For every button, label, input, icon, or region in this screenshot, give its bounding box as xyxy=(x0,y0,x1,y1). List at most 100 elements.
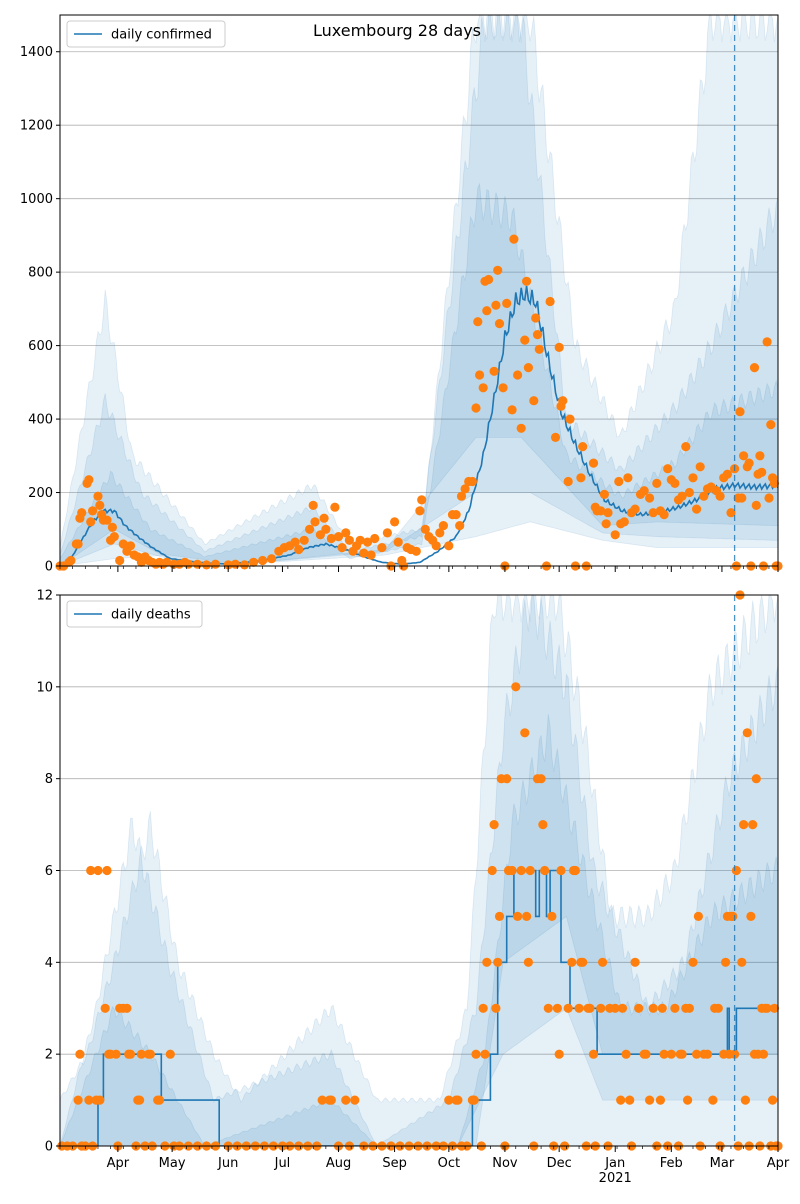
x-tick-label: Jan xyxy=(604,1156,625,1171)
data-point xyxy=(444,1095,454,1105)
data-point xyxy=(319,513,329,523)
uncertainty-band xyxy=(60,713,778,1146)
data-point xyxy=(688,473,698,483)
data-point xyxy=(693,911,704,922)
data-point xyxy=(478,1003,488,1013)
data-point xyxy=(550,432,561,442)
data-point xyxy=(201,560,212,570)
data-point xyxy=(523,363,534,373)
data-point xyxy=(692,504,702,514)
data-point xyxy=(308,500,318,510)
data-point xyxy=(435,528,445,538)
data-point xyxy=(585,1003,595,1013)
data-point xyxy=(494,911,505,922)
y-tick-label: 4 xyxy=(45,956,53,971)
data-point xyxy=(520,335,530,345)
data-point xyxy=(491,300,501,310)
data-point xyxy=(617,1003,628,1013)
data-point xyxy=(648,1003,658,1013)
data-point xyxy=(377,543,387,553)
data-point xyxy=(554,342,564,352)
data-point xyxy=(516,865,526,876)
data-point xyxy=(75,1049,85,1059)
data-point xyxy=(578,442,588,452)
data-point xyxy=(390,517,400,527)
data-point xyxy=(453,1095,463,1105)
y-tick-label: 8 xyxy=(45,772,53,787)
data-point xyxy=(507,405,517,415)
legend: daily deaths xyxy=(66,600,203,628)
data-point xyxy=(543,1003,553,1013)
data-point xyxy=(239,560,250,570)
data-point xyxy=(630,957,640,967)
data-point xyxy=(574,1003,584,1013)
data-point xyxy=(563,1003,573,1013)
data-point xyxy=(683,1095,693,1105)
data-point xyxy=(88,506,98,516)
legend: daily confirmed xyxy=(66,20,226,48)
data-point xyxy=(317,1095,327,1105)
data-point xyxy=(655,1095,666,1105)
data-point xyxy=(330,502,340,512)
data-point xyxy=(498,383,508,393)
data-point xyxy=(102,515,112,525)
data-point xyxy=(532,330,543,340)
x-tick-label: Apr xyxy=(107,1156,130,1171)
data-point xyxy=(267,554,277,564)
x-tick-label: Nov xyxy=(492,1156,518,1171)
data-point xyxy=(563,476,573,487)
data-point xyxy=(567,957,577,967)
data-point xyxy=(739,451,749,461)
data-point xyxy=(355,535,365,545)
data-point xyxy=(192,559,203,569)
data-point xyxy=(737,957,747,967)
data-point xyxy=(708,1095,718,1105)
data-point xyxy=(751,774,761,784)
y-tick-label: 2 xyxy=(45,1048,53,1063)
data-point xyxy=(145,1049,155,1059)
data-point xyxy=(326,1095,336,1105)
y-tick-label: 1200 xyxy=(20,119,53,134)
data-point xyxy=(451,509,461,520)
data-point xyxy=(493,957,503,967)
data-point xyxy=(294,544,304,555)
data-point xyxy=(125,541,136,551)
confirmed-panel: 0 200 400 600 800 1000 1200 1400 Luxembourg 28 d… xyxy=(20,14,783,575)
y-tick-label: 10 xyxy=(36,680,53,695)
data-point xyxy=(699,491,709,501)
data-point xyxy=(350,1095,360,1105)
data-point xyxy=(258,555,268,566)
x-tick-label: Dec xyxy=(547,1156,572,1171)
data-point xyxy=(757,467,767,477)
data-point xyxy=(125,1049,136,1059)
data-point xyxy=(523,957,534,967)
data-point xyxy=(677,491,687,501)
x-tick-year-label: 2021 xyxy=(599,1171,632,1186)
data-point xyxy=(305,524,315,534)
x-tick-label: Oct xyxy=(438,1156,460,1171)
data-point xyxy=(610,530,620,540)
data-point xyxy=(333,532,344,542)
data-point xyxy=(473,317,483,327)
data-point xyxy=(489,820,499,830)
data-point xyxy=(684,1003,695,1013)
data-point xyxy=(596,506,606,516)
data-point xyxy=(444,541,454,551)
data-point xyxy=(100,1003,110,1013)
data-point xyxy=(417,495,427,505)
data-point xyxy=(742,728,752,738)
data-point xyxy=(491,1003,501,1013)
data-point xyxy=(721,957,731,967)
y-tick-label: 400 xyxy=(28,413,53,428)
data-point xyxy=(165,1049,175,1059)
data-point xyxy=(455,521,465,531)
data-point xyxy=(66,555,76,566)
data-point xyxy=(663,464,673,474)
data-point xyxy=(86,517,96,527)
data-point xyxy=(670,1003,680,1013)
data-point xyxy=(749,363,760,373)
x-tick-label: Jul xyxy=(274,1156,291,1171)
data-point xyxy=(616,1095,626,1105)
data-point xyxy=(764,493,774,503)
data-point xyxy=(758,1049,769,1059)
